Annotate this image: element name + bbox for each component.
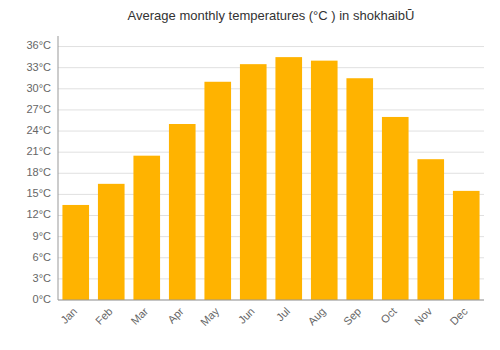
y-tick-label: 6°C <box>33 251 52 263</box>
y-tick-label: 27°C <box>26 103 51 115</box>
x-tick-label: Jan <box>58 305 79 326</box>
y-tick-label: 3°C <box>33 272 52 284</box>
grid-line <box>58 131 484 132</box>
bar <box>62 205 89 300</box>
grid-line <box>58 88 484 89</box>
bar <box>382 117 409 300</box>
bar <box>275 57 302 300</box>
bar <box>133 156 160 300</box>
x-tick-label: Nov <box>412 305 435 328</box>
x-axis-line <box>58 300 484 301</box>
x-tick-label: Jul <box>274 305 292 323</box>
bar <box>417 159 444 300</box>
y-axis-line <box>58 36 59 300</box>
y-tick-label: 33°C <box>26 61 51 73</box>
y-tick-label: 9°C <box>33 230 52 242</box>
x-tick-label: Oct <box>378 305 399 326</box>
title: Average monthly temperatures (°C ) in sh… <box>128 8 415 23</box>
x-tick-label: Sep <box>341 305 363 327</box>
x-tick-label: Feb <box>93 305 115 327</box>
x-tick-label: Aug <box>305 305 327 327</box>
y-tick-label: 30°C <box>26 82 51 94</box>
grid-line <box>58 152 484 153</box>
x-tick-label: Dec <box>447 305 470 328</box>
chart: 0°C 3°C 6°C 9°C 12°C 15°C 18°C 21°C 24°C 27°C 30°C… <box>0 0 500 350</box>
bar <box>169 124 196 300</box>
y-tick-label: 18°C <box>26 166 51 178</box>
bar <box>453 191 480 300</box>
x-tick-label: Jun <box>236 305 257 326</box>
y-tick-label: 15°C <box>26 187 51 199</box>
x-tick-label: May <box>198 305 222 329</box>
grid-line <box>58 300 484 301</box>
y-tick-label: 36°C <box>26 39 51 51</box>
bar <box>98 184 125 300</box>
y-tick-label: 12°C <box>26 208 51 220</box>
bar <box>346 78 373 300</box>
y-tick-label: 24°C <box>26 124 51 136</box>
x-tick-label: Mar <box>128 305 150 327</box>
y-tick-label: 21°C <box>26 145 51 157</box>
grid-line <box>58 67 484 68</box>
bar <box>311 61 338 300</box>
bar <box>240 64 267 300</box>
y-grid <box>58 47 484 300</box>
y-tick-labels: 0°C 3°C 6°C 9°C 12°C 15°C 18°C 21°C 24°C 27°C 30°C… <box>26 39 51 304</box>
grid-line <box>58 109 484 110</box>
x-tick-labels: Jan Feb Mar Apr May Jun Jul Aug Sep Oct Nov Dec <box>58 305 470 329</box>
x-tick-label: Apr <box>165 305 186 326</box>
bar <box>204 82 231 300</box>
grid-line <box>58 46 484 47</box>
bars <box>62 57 479 300</box>
y-tick-label: 0°C <box>33 293 52 305</box>
